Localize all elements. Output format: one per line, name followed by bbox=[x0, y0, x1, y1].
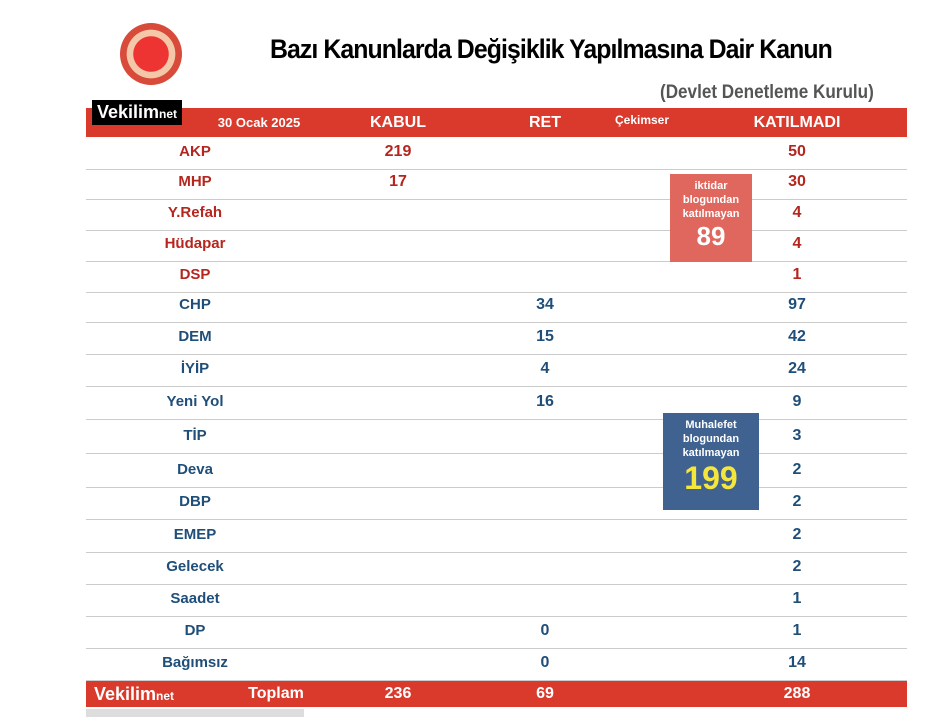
katilmadi-value: 2 bbox=[792, 558, 802, 575]
brand-suffix: net bbox=[156, 689, 175, 703]
col-ret: RET bbox=[529, 114, 561, 131]
ret-value: 15 bbox=[536, 328, 554, 345]
muhalefet-summary-box: Muhalefet blogundan katılmayan 199 bbox=[663, 413, 759, 510]
table-row: Gelecek 2 bbox=[86, 552, 907, 585]
katilmadi-value: 30 bbox=[788, 173, 806, 190]
box-line: katılmayan bbox=[682, 208, 740, 220]
ret-value: 34 bbox=[536, 296, 554, 313]
footer-note-bar bbox=[86, 709, 304, 717]
table-row: Yeni Yol 16 9 bbox=[86, 387, 907, 420]
box-line: blogundan bbox=[682, 194, 740, 206]
table-row: AKP 219 50 bbox=[86, 137, 907, 170]
party-name: DEM bbox=[178, 328, 212, 345]
kabul-value: 17 bbox=[389, 173, 407, 190]
party-name: Bağımsız bbox=[162, 654, 228, 671]
iktidar-total: 89 bbox=[696, 221, 726, 251]
katilmadi-value: 14 bbox=[788, 654, 806, 671]
party-name: DP bbox=[184, 622, 206, 639]
box-line: katılmayan bbox=[682, 447, 740, 459]
muhalefet-total: 199 bbox=[684, 460, 738, 496]
katilmadi-value: 2 bbox=[792, 461, 802, 478]
ret-value: 0 bbox=[540, 622, 550, 639]
page-title: Bazı Kanunlarda Değişiklik Yapılmasına D… bbox=[270, 34, 833, 64]
table-row: MHP 17 30 bbox=[86, 167, 907, 200]
footer-bar: Vekilimnet Toplam 236 69 288 bbox=[86, 681, 907, 707]
header-bar: 30 Ocak 2025 KABUL RET Çekimser KATILMAD… bbox=[86, 108, 907, 137]
party-name: CHP bbox=[179, 296, 211, 313]
party-name: DSP bbox=[179, 266, 211, 283]
party-name: TİP bbox=[183, 427, 207, 444]
party-name: Yeni Yol bbox=[166, 393, 224, 410]
katilmadi-value: 3 bbox=[792, 427, 802, 444]
brand-text: Vekilim bbox=[94, 684, 157, 704]
ret-value: 0 bbox=[540, 654, 550, 671]
katilmadi-value: 4 bbox=[792, 204, 802, 221]
katilmadi-value: 2 bbox=[792, 526, 802, 543]
table-row: DP 0 1 bbox=[86, 616, 907, 649]
total-kabul: 236 bbox=[384, 685, 412, 702]
col-cekimser: Çekimser bbox=[614, 113, 670, 127]
katilmadi-value: 2 bbox=[792, 493, 802, 510]
table-row: Y.Refah 4 bbox=[86, 198, 907, 231]
party-name: Saadet bbox=[170, 590, 220, 607]
box-line: iktidar bbox=[694, 180, 728, 192]
katilmadi-value: 1 bbox=[792, 590, 802, 607]
col-kabul: KABUL bbox=[370, 114, 426, 131]
katilmadi-value: 9 bbox=[792, 393, 802, 410]
party-name: Y.Refah bbox=[167, 204, 223, 221]
total-label: Toplam bbox=[248, 685, 304, 702]
party-name: EMEP bbox=[173, 526, 217, 543]
table-row: Hüdapar 4 bbox=[86, 229, 907, 262]
katilmadi-value: 1 bbox=[792, 266, 802, 283]
table-row: İYİP 4 24 bbox=[86, 354, 907, 387]
table-row: Bağımsız 0 14 bbox=[86, 648, 907, 681]
box-line: blogundan bbox=[682, 433, 740, 445]
page-subtitle: (Devlet Denetleme Kurulu) bbox=[660, 82, 874, 103]
ret-value: 4 bbox=[540, 360, 550, 377]
table-row: DSP 1 bbox=[86, 260, 907, 293]
kabul-value: 219 bbox=[384, 143, 412, 160]
katilmadi-value: 42 bbox=[788, 328, 806, 345]
iktidar-summary-box: iktidar blogundan katılmayan 89 bbox=[670, 174, 752, 262]
katilmadi-value: 1 bbox=[792, 622, 802, 639]
katilmadi-value: 4 bbox=[792, 235, 802, 252]
party-name: AKP bbox=[179, 143, 211, 160]
brand-suffix: net bbox=[159, 107, 178, 121]
party-name: İYİP bbox=[180, 360, 210, 377]
box-line: Muhalefet bbox=[685, 419, 737, 431]
table-row: DEM 15 42 bbox=[86, 322, 907, 355]
party-name: MHP bbox=[178, 173, 212, 190]
table-row: EMEP 2 bbox=[86, 520, 907, 553]
party-name: Hüdapar bbox=[164, 235, 226, 252]
footer-brand: Vekilimnet bbox=[94, 684, 174, 705]
total-katilmadi: 288 bbox=[783, 685, 811, 702]
table-row: Saadet 1 bbox=[86, 584, 907, 617]
brand-logo: Vekilimnet bbox=[92, 100, 183, 125]
party-name: DBP bbox=[179, 493, 211, 510]
ret-value: 16 bbox=[536, 393, 554, 410]
table-row: TİP 3 bbox=[86, 421, 907, 454]
tbmm-logo bbox=[120, 23, 182, 85]
katilmadi-value: 50 bbox=[788, 143, 806, 160]
table-row: Deva 2 bbox=[86, 455, 907, 488]
katilmadi-value: 97 bbox=[788, 296, 806, 313]
party-name: Deva bbox=[177, 461, 213, 478]
party-name: Gelecek bbox=[166, 558, 224, 575]
katilmadi-value: 24 bbox=[788, 360, 806, 377]
date: 30 Ocak 2025 bbox=[217, 115, 301, 130]
table-row: CHP 34 97 bbox=[86, 290, 907, 323]
table-row: DBP 2 bbox=[86, 487, 907, 520]
col-katilmadi: KATILMADI bbox=[753, 114, 841, 131]
total-ret: 69 bbox=[536, 685, 554, 702]
brand-text: Vekilim bbox=[97, 102, 160, 122]
